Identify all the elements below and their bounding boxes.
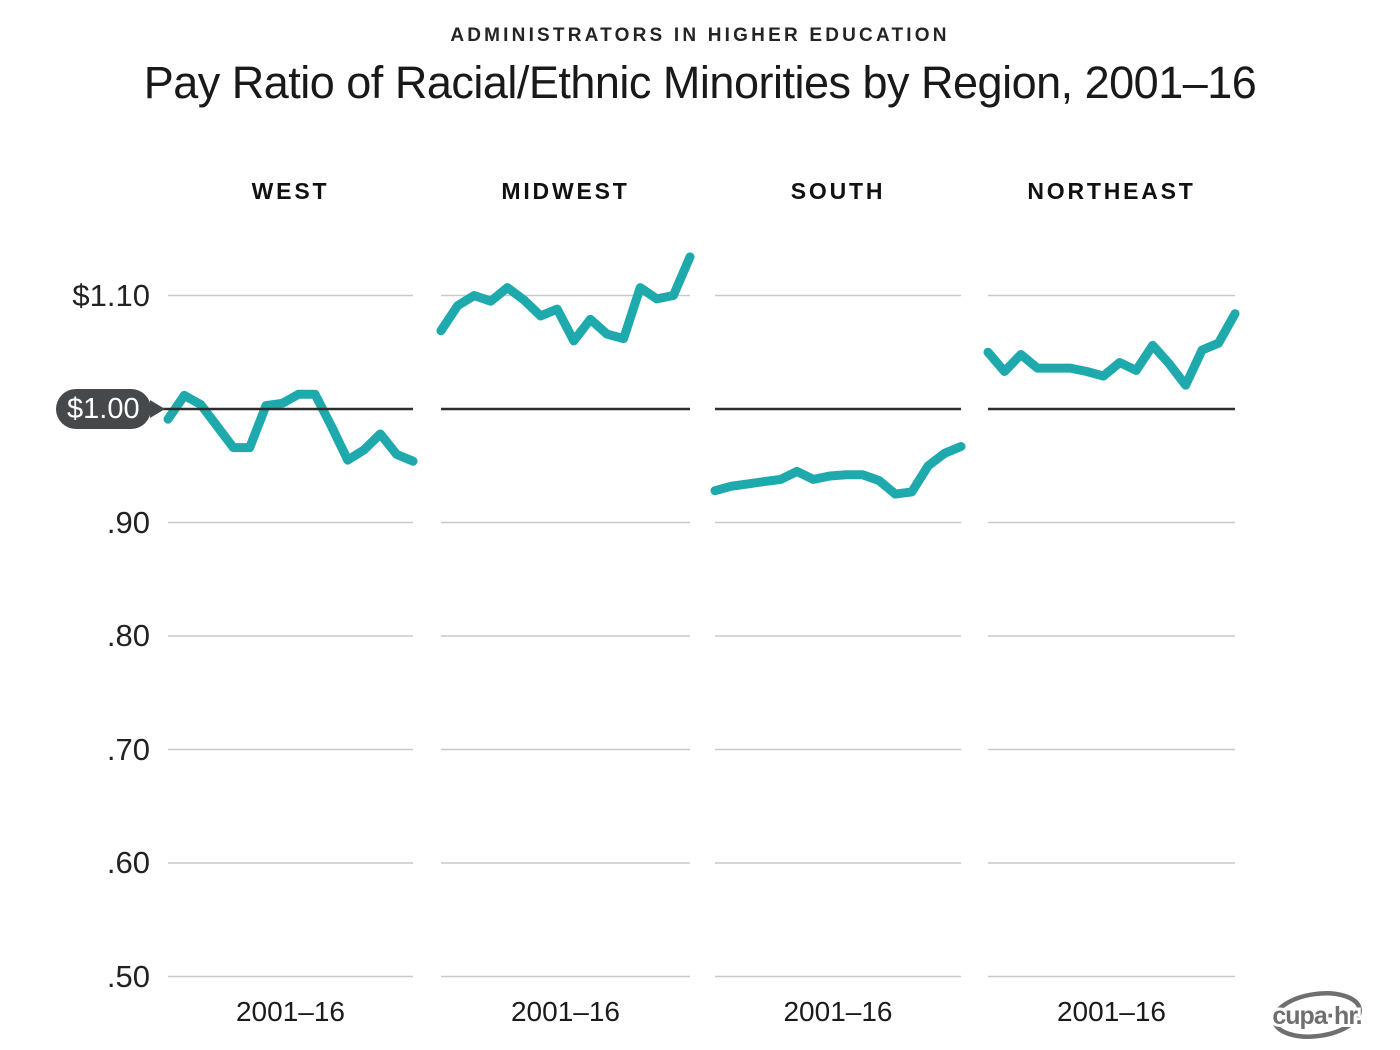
chart-title: Pay Ratio of Racial/Ethnic Minorities by…: [143, 57, 1257, 108]
y-axis-callout-text: $1.00: [67, 393, 140, 425]
x-axis-label-midwest: 2001–16: [510, 996, 620, 1027]
y-axis-label: .50: [106, 958, 150, 994]
logo-text: cupa·hr.: [1272, 1002, 1361, 1030]
panel-title-west: WEST: [251, 178, 330, 204]
trend-line-south: [710, 442, 966, 499]
cupa-hr-logo: cupa·hr.: [1269, 988, 1366, 1042]
panel-title-northeast: NORTHEAST: [1027, 178, 1196, 204]
y-axis-callout-one-dollar: $1.00: [56, 389, 151, 429]
trend-line-northeast: [983, 309, 1240, 390]
y-axis-label: .60: [106, 845, 150, 880]
panel-title-south: SOUTH: [790, 178, 886, 204]
cupa-hr-logo-graphic: cupa·hr.: [1269, 991, 1366, 1039]
x-axis-label-west: 2001–16: [235, 996, 345, 1027]
x-axis-label-south: 2001–16: [783, 996, 893, 1027]
y-axis-label: $1.10: [72, 277, 150, 313]
trend-line-west: [163, 389, 418, 466]
y-axis-label: .80: [106, 618, 150, 653]
y-axis-label: .70: [106, 731, 150, 767]
trend-line-midwest: [436, 252, 695, 346]
logo-ellipse: [1272, 991, 1362, 1039]
y-axis-label: .90: [106, 504, 150, 540]
x-axis-label-northeast: 2001–16: [1056, 996, 1166, 1027]
panel-title-midwest: MIDWEST: [501, 178, 630, 204]
kicker: ADMINISTRATORS IN HIGHER EDUCATION: [450, 25, 950, 46]
